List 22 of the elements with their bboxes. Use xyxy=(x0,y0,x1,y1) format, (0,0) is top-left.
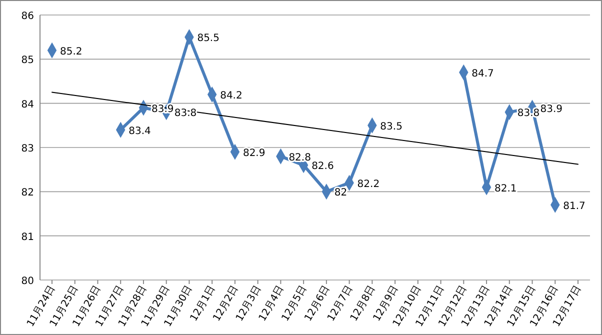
data-label: 82.8 xyxy=(288,152,311,164)
data-label: 83.5 xyxy=(380,121,402,132)
data-label: 82.1 xyxy=(494,183,517,194)
data-label: 82.6 xyxy=(312,161,334,172)
data-label: 84.2 xyxy=(220,90,242,102)
data-label: 85.5 xyxy=(197,33,220,44)
data-label: 82.2 xyxy=(357,178,380,190)
data-label: 81.7 xyxy=(563,200,586,212)
data-label: 85.2 xyxy=(60,46,82,58)
data-label: 82 xyxy=(334,188,348,199)
y-tick-label: 82 xyxy=(21,188,34,199)
data-label: 83.9 xyxy=(540,104,563,115)
data-label: 83.4 xyxy=(128,126,151,137)
y-tick-label: 85 xyxy=(21,55,34,66)
data-label: 84.7 xyxy=(472,68,494,80)
y-tick-label: 81 xyxy=(21,232,34,243)
y-tick-label: 84 xyxy=(21,99,34,110)
y-tick-label: 86 xyxy=(21,11,34,22)
data-label: 82.9 xyxy=(242,148,266,159)
y-tick-label: 80 xyxy=(21,276,34,287)
data-label: 83.8 xyxy=(174,108,197,120)
y-tick-label: 83 xyxy=(21,144,34,154)
